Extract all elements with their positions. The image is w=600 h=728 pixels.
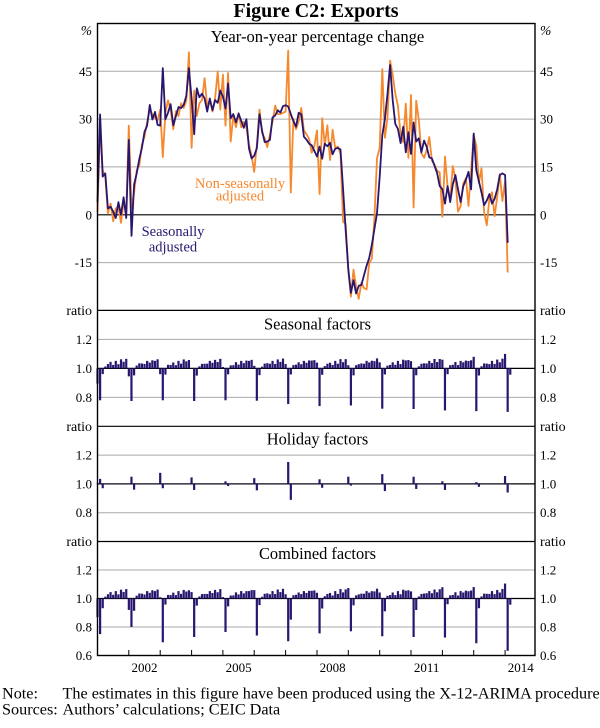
svg-text:15: 15 [79,159,92,174]
svg-text:Year-on-year percentage change: Year-on-year percentage change [211,27,425,46]
svg-text:1.2: 1.2 [76,332,92,347]
svg-text:1.2: 1.2 [540,563,556,578]
svg-text:0: 0 [540,207,547,222]
svg-text:0.6: 0.6 [540,648,557,663]
svg-text:1.0: 1.0 [540,476,556,491]
svg-text:Authors’ calculations; CEIC Da: Authors’ calculations; CEIC Data [63,701,281,719]
svg-text:ratio: ratio [540,420,566,435]
svg-text:-15: -15 [75,255,92,270]
svg-text:0.8: 0.8 [76,620,92,635]
svg-text:%: % [81,23,92,38]
svg-text:adjusted: adjusted [149,239,198,255]
svg-text:ratio: ratio [66,420,92,435]
svg-text:1.2: 1.2 [540,448,556,463]
svg-text:Figure C2: Exports: Figure C2: Exports [233,0,398,22]
svg-text:1.2: 1.2 [76,563,92,578]
svg-text:0.8: 0.8 [540,505,556,520]
svg-text:ratio: ratio [540,535,566,550]
svg-text:0: 0 [86,207,93,222]
svg-text:Seasonal factors: Seasonal factors [264,315,371,334]
svg-text:2005: 2005 [226,660,252,675]
svg-text:30: 30 [79,112,92,127]
svg-text:Holiday factors: Holiday factors [267,429,369,448]
svg-text:1.0: 1.0 [540,361,556,376]
svg-text:1.0: 1.0 [76,361,92,376]
svg-text:0.8: 0.8 [540,620,556,635]
svg-text:0.8: 0.8 [76,505,92,520]
svg-text:Seasonally: Seasonally [142,224,206,240]
svg-text:0.6: 0.6 [76,648,93,663]
svg-text:2014: 2014 [508,660,535,675]
svg-text:ratio: ratio [540,304,566,319]
svg-text:30: 30 [540,112,553,127]
svg-text:45: 45 [79,64,92,79]
svg-text:15: 15 [540,159,553,174]
svg-text:0.8: 0.8 [540,390,556,405]
svg-text:45: 45 [540,64,553,79]
svg-text:Combined factors: Combined factors [259,544,376,563]
svg-text:%: % [540,23,551,38]
svg-text:2002: 2002 [132,660,158,675]
svg-text:adjusted: adjusted [216,188,265,204]
svg-text:2011: 2011 [414,660,440,675]
svg-text:1.2: 1.2 [76,448,92,463]
svg-text:1.0: 1.0 [76,476,92,491]
svg-text:ratio: ratio [66,304,92,319]
svg-text:2008: 2008 [320,660,346,675]
svg-text:1.2: 1.2 [540,332,556,347]
svg-text:0.8: 0.8 [76,390,92,405]
svg-text:1.0: 1.0 [540,591,556,606]
svg-text:Sources:: Sources: [2,701,58,719]
svg-text:1.0: 1.0 [76,591,92,606]
svg-text:-15: -15 [540,255,557,270]
svg-text:ratio: ratio [66,535,92,550]
